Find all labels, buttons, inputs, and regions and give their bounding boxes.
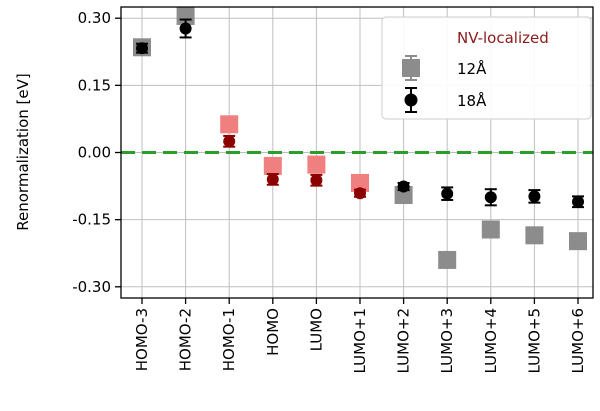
x-tick-label: LUMO+1 [351, 308, 369, 373]
square-marker-12A [525, 226, 544, 245]
legend-marker-18 [404, 87, 418, 113]
y-tick-label: 0.30 [78, 9, 111, 27]
circle-marker-18A [397, 180, 410, 193]
data-point-18A [397, 180, 410, 193]
data-marks [133, 6, 587, 269]
square-marker-12A [263, 156, 282, 175]
circle-marker-18A [484, 191, 497, 204]
circle-marker-18A [441, 187, 454, 200]
square-marker-12A [569, 232, 587, 251]
y-tick-label: -0.30 [72, 278, 111, 296]
circle-marker-18A [266, 173, 279, 186]
x-tick-label: HOMO-1 [220, 308, 238, 371]
square-marker-12A [220, 115, 239, 134]
legend-marker-12 [402, 55, 420, 81]
data-point-18A [354, 187, 366, 200]
x-tick-label: LUMO+5 [525, 308, 543, 373]
legend-label-12: 12Å [457, 59, 487, 78]
data-point-18A [484, 188, 497, 207]
data-point-18A [572, 195, 584, 209]
square-marker-12A [351, 173, 369, 192]
circle-marker-18A [223, 135, 236, 148]
data-point-12A [307, 155, 326, 174]
y-tick-label: 0.15 [78, 76, 111, 94]
data-point-12A [569, 232, 587, 251]
data-point-18A [266, 172, 279, 186]
data-point-18A [441, 186, 454, 201]
x-tick-label: LUMO+3 [438, 308, 456, 373]
square-marker-12A [481, 220, 500, 239]
data-point-18A [528, 189, 541, 204]
data-point-12A [481, 220, 500, 239]
data-point-12A [438, 250, 457, 269]
x-tick-label: LUMO [307, 308, 325, 351]
data-point-12A [220, 115, 239, 134]
x-tick-label: HOMO-2 [177, 308, 195, 371]
circle-marker-18A [136, 42, 148, 55]
data-point-18A [223, 134, 236, 148]
data-point-18A [310, 173, 323, 187]
axis-ticks: 0.30 0.15 0.00 -0.15 -0.30 HOMO-3 HOMO-2 HOMO-1… [72, 9, 587, 373]
square-marker-12A [438, 250, 457, 269]
x-tick-label: HOMO [264, 308, 282, 356]
data-point-12A [525, 226, 544, 245]
data-point-12A [263, 156, 282, 175]
circle-marker-18A [572, 195, 584, 208]
circle-marker-18A [310, 174, 323, 187]
circle-marker-18A [179, 22, 192, 35]
x-tick-label: LUMO+4 [482, 308, 500, 373]
y-axis-label: Renormalization [eV] [14, 73, 32, 230]
y-tick-label: 0.00 [78, 144, 111, 162]
x-tick-label: HOMO-3 [133, 308, 151, 371]
data-point-18A [179, 18, 192, 39]
x-tick-label: LUMO+6 [569, 308, 587, 373]
legend-title: NV-localized [457, 29, 549, 47]
data-point-12A [351, 173, 369, 192]
legend-label-18: 18Å [457, 91, 487, 110]
legend: NV-localized 12Å 18Å [381, 16, 592, 120]
square-marker-12A [307, 155, 326, 174]
x-tick-label: LUMO+2 [395, 308, 413, 373]
legend-box [381, 16, 592, 120]
data-point-18A [136, 42, 148, 55]
y-tick-label: -0.15 [72, 211, 111, 229]
circle-marker-18A [528, 190, 541, 203]
circle-marker-18A [354, 187, 366, 200]
